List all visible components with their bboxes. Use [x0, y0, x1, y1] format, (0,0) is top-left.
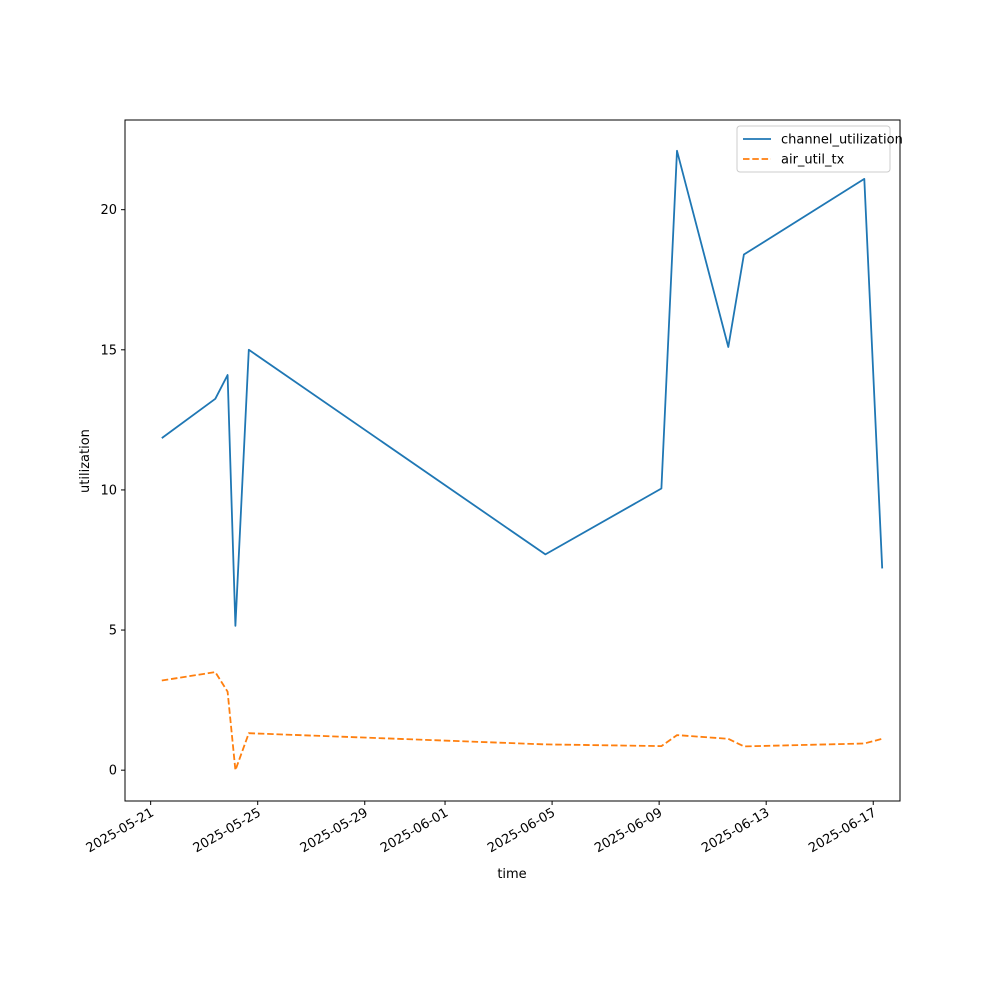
series-line-air_util_tx: [161, 671, 883, 772]
y-axis: 0 5 10 15 20: [100, 203, 125, 779]
x-tick-label: 2025-06-09: [592, 805, 665, 856]
y-tick-label: 15: [100, 343, 117, 358]
y-tick-label: 0: [109, 764, 117, 779]
legend-label-channel_utilization: channel_utilization: [781, 133, 903, 148]
x-tick-label: 2025-05-21: [84, 805, 157, 856]
y-axis-label: utilization: [78, 429, 93, 493]
legend-label-air_util_tx: air_util_tx: [781, 153, 845, 168]
x-axis-label: time: [497, 867, 526, 882]
plot-frame: [124, 119, 901, 802]
x-tick-label: 2025-05-25: [191, 805, 264, 856]
legend-box: [736, 125, 891, 173]
plot-area: [124, 119, 901, 802]
y-tick-label: 20: [100, 203, 117, 218]
y-tick-label: 5: [109, 624, 117, 639]
x-tick-label: 2025-06-17: [806, 805, 879, 856]
x-axis: 2025-05-21 2025-05-25 2025-05-29 2025-06-01…: [84, 801, 879, 856]
series-line-channel_utilization: [161, 149, 884, 627]
x-tick-label: 2025-05-29: [298, 805, 371, 856]
x-tick-label: 2025-06-01: [378, 805, 451, 856]
x-tick-label: 2025-06-05: [485, 805, 558, 856]
legend: channel_utilization air_util_tx: [736, 125, 903, 173]
y-tick-label: 10: [100, 483, 117, 498]
x-tick-label: 2025-06-13: [699, 805, 772, 856]
